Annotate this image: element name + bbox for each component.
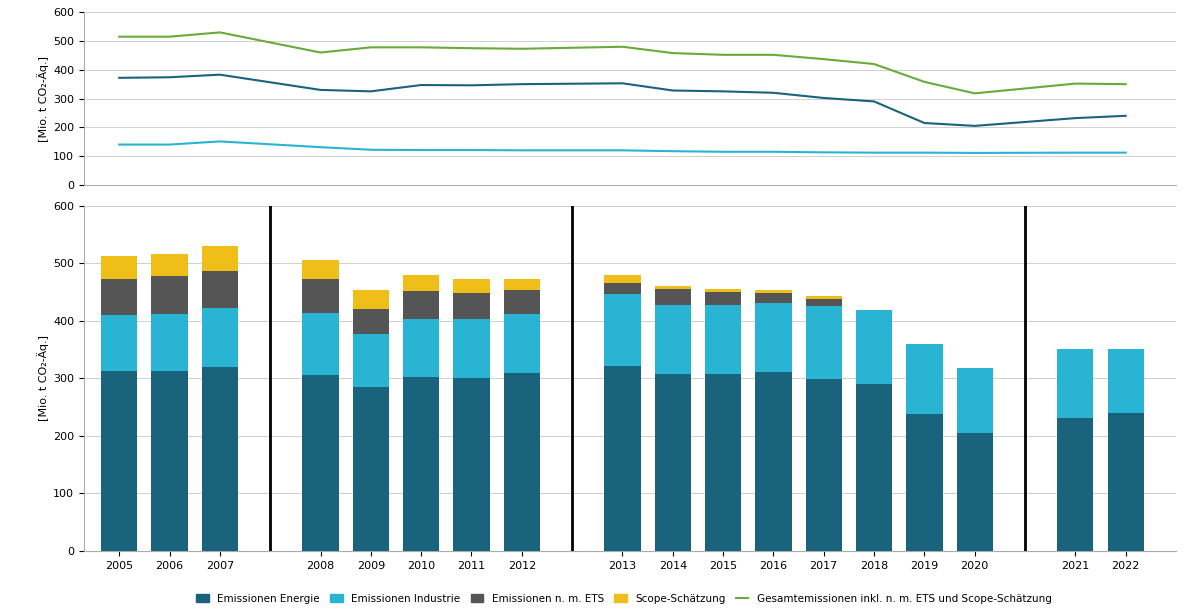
Bar — [504, 314, 540, 373]
Bar — [454, 293, 490, 319]
Bar — [353, 334, 389, 387]
Bar — [454, 278, 490, 293]
Bar — [353, 308, 389, 334]
Bar — [353, 387, 389, 551]
Bar — [755, 304, 792, 373]
Bar — [906, 344, 942, 414]
Bar — [704, 292, 742, 305]
Y-axis label: [Mio. t CO₂-Äq.]: [Mio. t CO₂-Äq.] — [37, 56, 49, 141]
Bar — [403, 291, 439, 319]
Bar — [655, 305, 691, 374]
Bar — [151, 277, 187, 314]
Bar — [906, 414, 942, 551]
Bar — [805, 306, 842, 379]
Bar — [504, 279, 540, 289]
Bar — [856, 384, 892, 551]
Bar — [605, 283, 641, 294]
Bar — [202, 367, 238, 551]
Bar — [704, 305, 742, 374]
Bar — [403, 319, 439, 377]
Bar — [353, 289, 389, 308]
Bar — [1057, 419, 1093, 551]
Bar — [704, 374, 742, 551]
Bar — [403, 275, 439, 291]
Bar — [151, 371, 187, 551]
Bar — [605, 275, 641, 283]
Bar — [101, 315, 137, 371]
Bar — [454, 319, 490, 378]
Bar — [504, 373, 540, 551]
Bar — [101, 279, 137, 315]
Bar — [151, 314, 187, 371]
Bar — [504, 289, 540, 314]
Bar — [956, 368, 992, 433]
Bar — [856, 310, 892, 384]
Bar — [202, 271, 238, 308]
Bar — [302, 278, 338, 313]
Bar — [605, 365, 641, 551]
Bar — [302, 259, 338, 278]
Bar — [1108, 349, 1144, 412]
Bar — [755, 373, 792, 551]
Bar — [956, 433, 992, 551]
Bar — [805, 379, 842, 551]
Bar — [101, 256, 137, 279]
Bar — [202, 308, 238, 367]
Legend: Emissionen Energie, Emissionen Industrie, Emissionen n. m. ETS, Scope-Schätzung,: Emissionen Energie, Emissionen Industrie… — [193, 591, 1055, 606]
Bar — [805, 296, 842, 299]
Bar — [755, 293, 792, 304]
Bar — [1108, 412, 1144, 551]
Y-axis label: [Mio. t CO₂-Äq.]: [Mio. t CO₂-Äq.] — [37, 335, 49, 421]
Bar — [704, 289, 742, 292]
Bar — [605, 294, 641, 365]
Bar — [655, 374, 691, 551]
Bar — [101, 371, 137, 551]
Bar — [655, 289, 691, 305]
Bar — [655, 286, 691, 289]
Bar — [805, 299, 842, 306]
Bar — [202, 247, 238, 271]
Bar — [302, 313, 338, 375]
Bar — [302, 375, 338, 551]
Bar — [1057, 349, 1093, 419]
Bar — [403, 377, 439, 551]
Bar — [755, 290, 792, 293]
Bar — [454, 378, 490, 551]
Bar — [151, 255, 187, 277]
